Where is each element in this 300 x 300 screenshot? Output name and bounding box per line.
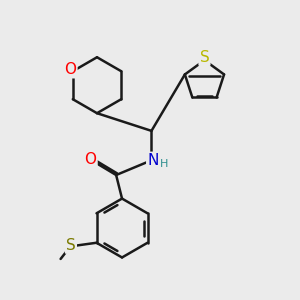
Text: O: O: [64, 62, 76, 77]
Text: S: S: [200, 50, 209, 65]
Text: H: H: [160, 159, 168, 169]
Text: O: O: [85, 152, 97, 167]
Text: S: S: [66, 238, 76, 253]
Text: N: N: [147, 153, 159, 168]
